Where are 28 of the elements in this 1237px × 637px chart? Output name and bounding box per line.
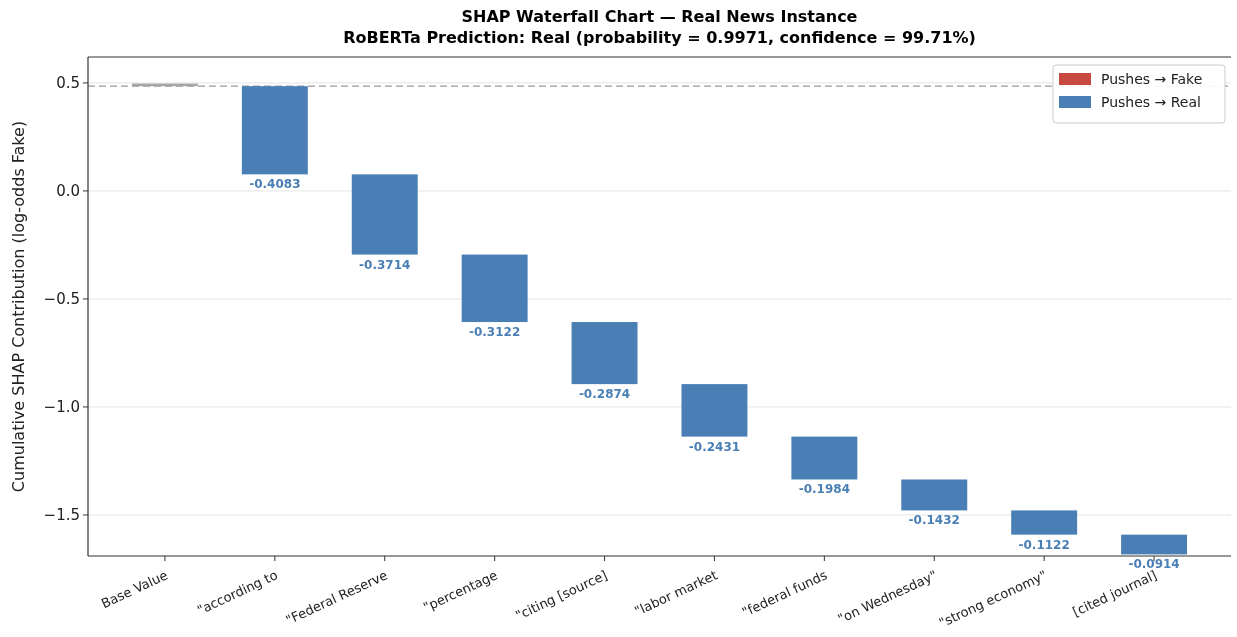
bar [1121, 534, 1188, 555]
data-label: -0.1122 [1018, 537, 1070, 552]
bar [681, 384, 748, 437]
legend-label: Pushes → Real [1101, 93, 1201, 110]
data-label: -0.1432 [908, 513, 960, 528]
data-label: -0.4083 [249, 177, 301, 192]
data-label: -0.3122 [469, 325, 521, 340]
data-label: -0.2431 [688, 439, 741, 454]
y-axis-title: Cumulative SHAP Contribution (log-odds Fake) [9, 120, 28, 493]
bar [1011, 510, 1078, 535]
x-tick-label: Base Value [98, 567, 171, 612]
bar [791, 436, 858, 480]
data-label: -0.2874 [578, 387, 631, 402]
y-tick-label: −1.0 [43, 398, 80, 417]
data-label: -0.1984 [798, 482, 850, 497]
bar [571, 322, 638, 385]
data-label: -0.3714 [359, 257, 411, 272]
y-tick-label: −0.5 [43, 290, 80, 309]
bar [351, 174, 418, 255]
bar [241, 86, 308, 175]
chart-subtitle: RoBERTa Prediction: Real (probability = 0.9971, confidence = 99.71%) [343, 28, 976, 47]
legend-label: Pushes → Fake [1101, 70, 1203, 87]
y-tick-label: 0.5 [56, 74, 80, 93]
bar [461, 254, 528, 323]
y-tick-label: −1.5 [43, 506, 80, 525]
y-tick-label: 0.0 [56, 182, 80, 201]
bar [901, 479, 968, 511]
chart-title: SHAP Waterfall Chart — Real News Instance [461, 7, 858, 26]
